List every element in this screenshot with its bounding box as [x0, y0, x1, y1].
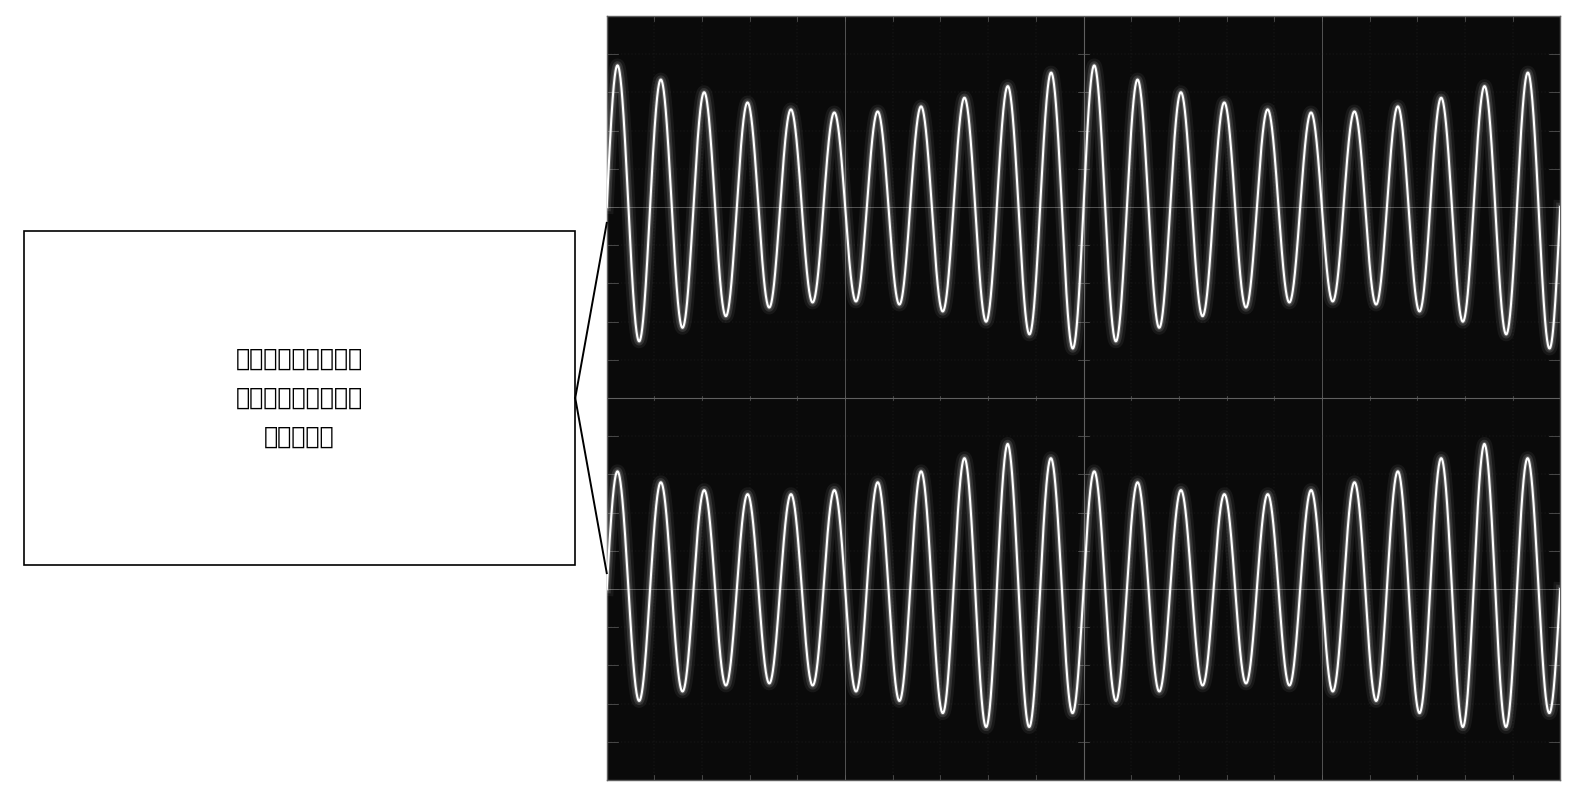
Text: 所述调频连续波双干
涉光纤陥螺输出的两
路干涉信号: 所述调频连续波双干 涉光纤陥螺输出的两 路干涉信号 — [236, 347, 362, 449]
